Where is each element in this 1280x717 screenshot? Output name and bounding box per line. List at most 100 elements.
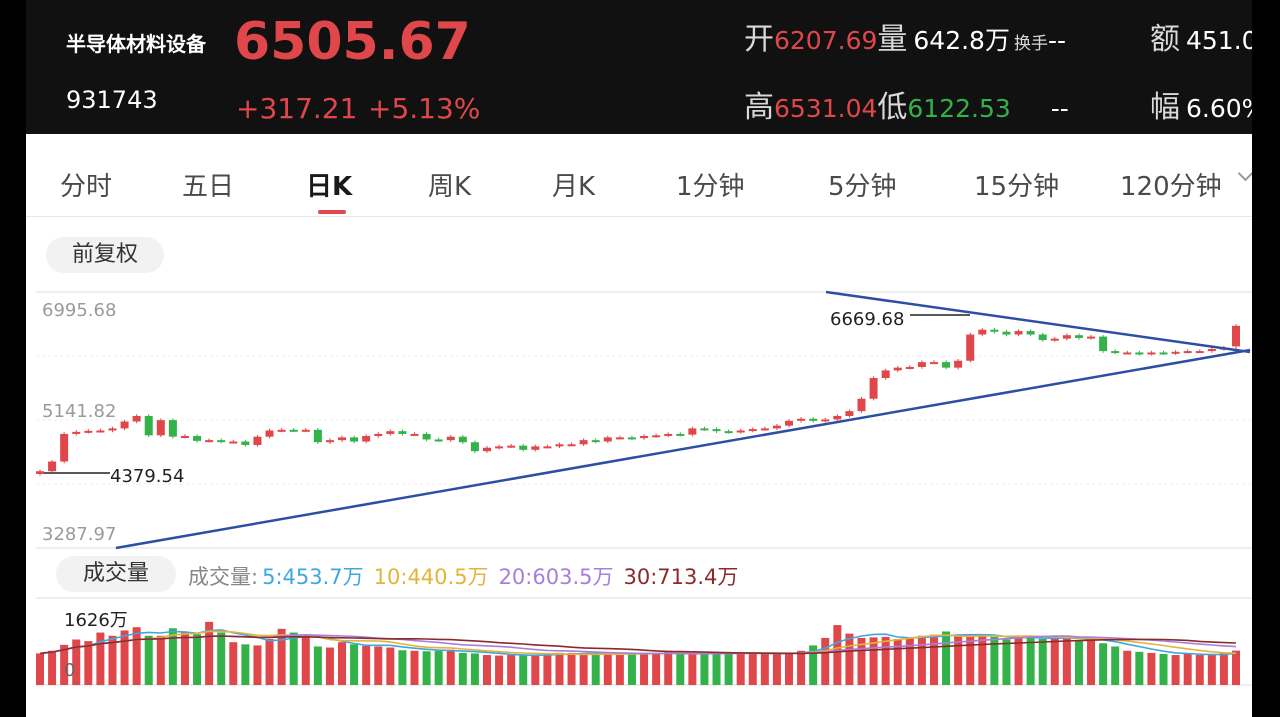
volume-bar-series [36, 621, 1240, 685]
tab-120-min[interactable]: 120分钟 [1120, 172, 1222, 202]
volume-bar [1050, 637, 1059, 685]
candle-body [350, 437, 359, 442]
tab-intraday[interactable]: 分时 [60, 172, 113, 202]
candle-body [325, 440, 334, 443]
tab-15-min[interactable]: 15分钟 [974, 172, 1060, 202]
volume-bar [603, 652, 612, 685]
candle-body [736, 430, 745, 433]
volume-ratio-value: -- [1050, 94, 1069, 123]
volume-bar [712, 652, 721, 685]
candle-body [180, 436, 189, 439]
tab-daily-k[interactable]: 日K [306, 172, 353, 202]
candle-body [72, 431, 81, 434]
volume-bar [1207, 655, 1216, 685]
volume-bar [168, 628, 177, 685]
volume-bar [1123, 650, 1132, 685]
tab-1-min[interactable]: 1分钟 [676, 172, 745, 202]
volume-bar [615, 655, 624, 685]
volume-bar [857, 637, 866, 685]
candle-body [519, 445, 528, 450]
volume-max-label: 1626万 [64, 610, 128, 631]
volume-bar [1074, 640, 1083, 685]
volume-bar [470, 653, 479, 685]
kline-chart[interactable] [26, 0, 1252, 717]
candle-body [579, 440, 588, 445]
volume-bar [954, 634, 963, 685]
tab-five-day[interactable]: 五日 [182, 172, 235, 202]
open-label: 开 [744, 22, 774, 57]
volume-bar [567, 652, 576, 685]
candle-body [277, 429, 286, 432]
candle-body [881, 370, 890, 379]
volume-bar [374, 646, 383, 685]
candle-body [929, 362, 938, 365]
candle-body [676, 433, 685, 436]
period-tabs: 分时 五日 日K 周K 月K 1分钟 5分钟 15分钟 120分钟 [26, 148, 1252, 217]
volume-legend: 成交量: 5:453.7万 10:440.5万 20:603.5万 30:713.4万 [188, 561, 748, 591]
candle-body [1026, 331, 1035, 335]
volume-bar [1087, 640, 1096, 685]
candle-body [313, 429, 322, 443]
volume-bar [893, 638, 902, 685]
candle-body [785, 420, 794, 426]
index-name: 半导体材料设备 [66, 32, 206, 56]
candle-body [1074, 335, 1083, 338]
ma5-legend: 5:453.7万 [262, 565, 364, 589]
price-change-pct: +5.13% [368, 92, 481, 125]
volume-bar [978, 635, 987, 685]
candle-body [507, 445, 516, 448]
volume-bar [881, 636, 890, 685]
ma10-legend: 10:440.5万 [373, 565, 489, 589]
candle-body [748, 429, 757, 432]
candle-body [132, 415, 141, 422]
tab-weekly-k[interactable]: 周K [428, 172, 472, 202]
volume-bar [398, 650, 407, 685]
active-tab-indicator [318, 210, 346, 214]
amplitude-stat: 幅6.60% [1150, 82, 1252, 126]
volume-bar [422, 651, 431, 685]
candle-body [253, 436, 262, 445]
volume-bar [482, 655, 491, 685]
volume-bar [325, 647, 334, 685]
volume-bar [72, 639, 81, 685]
tab-monthly-k[interactable]: 月K [552, 172, 596, 202]
adjust-toggle-button[interactable]: 前复权 [46, 237, 164, 273]
candle-body [289, 429, 298, 432]
candle-body [1183, 351, 1192, 354]
candle-body [797, 418, 806, 421]
low-annotation-label: 4379.54 [110, 466, 185, 487]
candle-body [845, 411, 854, 416]
candle-body [482, 447, 491, 452]
volume-bar [1062, 637, 1071, 685]
volume-bar [132, 627, 141, 685]
volume-bar [652, 652, 661, 685]
volume-bar [144, 635, 153, 685]
volume-bar [1159, 653, 1168, 685]
high-label: 高 [744, 90, 774, 125]
amount-stat: 额 451.0 [1150, 14, 1252, 58]
volume-bar [1195, 655, 1204, 685]
volume-bar [1171, 655, 1180, 685]
volume-bar [301, 636, 310, 685]
volume-value: 642.8万 [913, 26, 1010, 55]
volume-bar [156, 635, 165, 685]
candle-body [458, 436, 467, 443]
volume-bar [458, 652, 467, 685]
volume-bar [640, 653, 649, 685]
volume-bar [1002, 639, 1011, 685]
candle-body [809, 418, 818, 421]
volume-bar [229, 642, 238, 685]
candle-body [917, 362, 926, 367]
candle-body [567, 444, 576, 447]
candle-body [434, 439, 443, 442]
volume-bar [193, 634, 202, 685]
volume-indicator-button[interactable]: 成交量 [56, 556, 176, 592]
candle-body [603, 437, 612, 442]
candle-body [712, 429, 721, 432]
tab-5-min[interactable]: 5分钟 [828, 172, 897, 202]
candle-body [1099, 336, 1108, 352]
candle-body [1147, 352, 1156, 355]
volume-bar [990, 636, 999, 685]
candle-body [410, 433, 419, 436]
candle-body [821, 419, 830, 422]
